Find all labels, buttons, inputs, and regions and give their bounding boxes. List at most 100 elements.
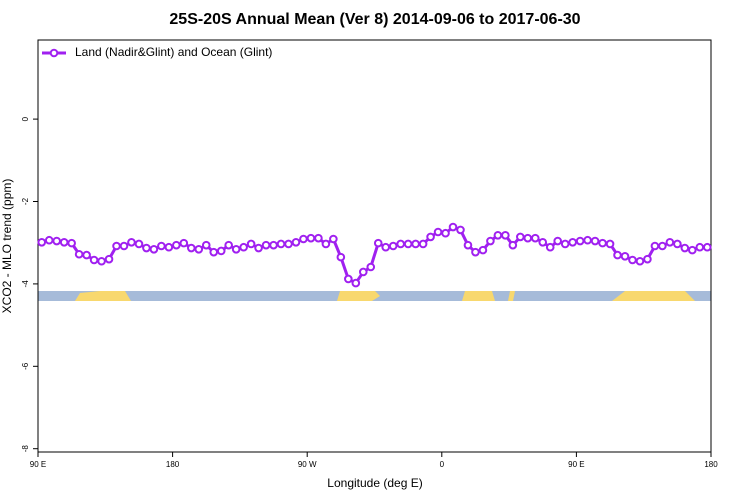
land: [337, 291, 380, 301]
data-point: [142, 243, 151, 253]
data-point: [553, 236, 563, 246]
data-point: [194, 244, 204, 254]
data-point: [508, 240, 518, 250]
data-point: [269, 240, 278, 250]
data-point: [366, 262, 376, 272]
data-point: [246, 239, 256, 249]
x-tick-label: 0: [440, 460, 445, 469]
x-tick-label: 180: [704, 460, 718, 469]
data-point: [164, 242, 174, 252]
data-point: [201, 240, 211, 250]
data-point: [695, 242, 705, 252]
data-point: [358, 267, 368, 277]
data-point: [329, 234, 338, 244]
data-point: [276, 239, 286, 249]
data-point: [381, 242, 391, 252]
data-point: [523, 233, 533, 243]
data-point: [119, 241, 129, 251]
data-point: [134, 239, 144, 249]
data-point: [52, 236, 61, 246]
x-tick-label: 180: [166, 460, 180, 469]
y-tick-label: 0: [21, 116, 30, 121]
legend-marker: [49, 48, 59, 58]
chart-title: 25S-20S Annual Mean (Ver 8) 2014-09-06 t…: [169, 11, 580, 28]
data-point: [336, 252, 346, 262]
x-tick-label: 90 W: [298, 460, 317, 469]
data-point: [291, 237, 301, 247]
data-point: [590, 236, 600, 246]
x-tick-label: 90 E: [568, 460, 584, 469]
data-point: [702, 242, 712, 252]
data-point: [112, 241, 121, 251]
data-point: [538, 237, 548, 247]
data-point: [172, 240, 181, 250]
land: [75, 291, 131, 301]
data-point: [82, 250, 91, 260]
data-point: [59, 237, 69, 247]
data-point: [239, 242, 248, 252]
data-point: [209, 247, 219, 257]
data-point: [44, 235, 54, 245]
data-point: [284, 239, 293, 249]
data-point: [545, 242, 555, 252]
data-point: [501, 230, 510, 240]
legend-label: Land (Nadir&Glint) and Ocean (Glint): [75, 45, 272, 59]
data-point: [321, 239, 331, 249]
data-point: [650, 241, 660, 251]
data-point: [344, 274, 353, 284]
data-point: [403, 239, 413, 249]
data-point: [665, 237, 675, 247]
data-point: [463, 240, 473, 250]
land: [462, 291, 495, 301]
x-axis-label: Longitude (deg E): [327, 476, 422, 490]
data-point: [157, 241, 166, 251]
data-point: [37, 237, 47, 247]
y-tick-label: -6: [21, 362, 30, 370]
data-point: [89, 255, 99, 265]
y-tick-label: -8: [21, 445, 30, 453]
data-point: [448, 222, 458, 232]
data-point: [471, 247, 480, 257]
data-point: [426, 232, 435, 242]
land-ocean-strip: [38, 291, 711, 301]
data-point: [418, 239, 428, 249]
data-point: [568, 237, 577, 247]
x-tick-label: 90 E: [30, 460, 46, 469]
data-point: [620, 251, 630, 261]
data-point: [216, 246, 226, 256]
land: [508, 291, 515, 301]
data-point: [478, 245, 488, 255]
data-point: [493, 230, 503, 240]
data-point: [688, 245, 697, 255]
data-point: [149, 244, 159, 254]
data-point: [673, 239, 682, 249]
data-point: [314, 233, 323, 243]
data-point: [74, 249, 84, 259]
data-point: [680, 243, 690, 253]
y-axis-label: XCO2 - MLO trend (ppm): [0, 179, 14, 314]
data-point: [373, 238, 383, 248]
data-point: [351, 278, 361, 288]
data-point: [456, 225, 465, 235]
data-point: [67, 238, 76, 248]
data-point: [261, 240, 271, 250]
data-point: [396, 239, 405, 249]
data-point: [411, 239, 420, 249]
data-point: [598, 238, 607, 248]
data-point: [97, 256, 106, 266]
data-point: [388, 241, 398, 251]
data-point: [575, 236, 585, 246]
data-point: [628, 255, 637, 265]
data-point: [613, 250, 622, 260]
y-tick-label: -4: [21, 280, 30, 288]
data-point: [516, 232, 525, 242]
data-point: [186, 243, 196, 253]
data-point: [127, 237, 136, 247]
data-point: [104, 254, 114, 264]
y-tick-label: -2: [21, 197, 30, 205]
data-point: [441, 228, 450, 238]
data-point: [254, 243, 263, 253]
data-point: [560, 239, 570, 249]
data-point: [643, 254, 652, 264]
data-point: [299, 234, 308, 244]
